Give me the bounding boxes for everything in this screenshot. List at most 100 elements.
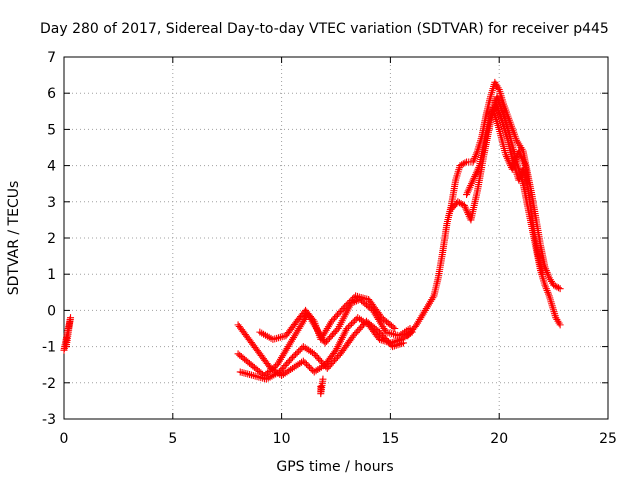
data-point [348, 295, 356, 303]
data-point [343, 325, 351, 332]
data-point [349, 332, 357, 340]
data-point [329, 358, 337, 366]
data-point [321, 339, 329, 347]
data-point [377, 330, 385, 338]
data-point [325, 363, 333, 371]
data-point [355, 325, 363, 333]
data-point [378, 331, 386, 339]
data-point [331, 356, 339, 364]
x-tick-label: 25 [599, 431, 617, 447]
y-tick-label: -2 [42, 376, 56, 392]
data-point [281, 362, 289, 370]
data-point [329, 316, 337, 324]
data-point [341, 303, 349, 311]
data-point [290, 352, 298, 360]
data-point [319, 359, 327, 367]
data-point [278, 365, 286, 373]
data-point [316, 356, 324, 364]
data-point [349, 318, 357, 326]
x-tick-label: 5 [168, 431, 177, 447]
data-point [301, 359, 309, 367]
data-point [332, 312, 340, 320]
data-point [354, 327, 362, 335]
data-point [358, 322, 366, 330]
data-point [347, 297, 355, 305]
data-point [325, 334, 333, 342]
data-point [539, 270, 547, 278]
data-point [323, 364, 331, 372]
y-tick-label: 0 [47, 303, 56, 319]
data-point [351, 317, 359, 325]
data-point [293, 349, 301, 357]
data-point [332, 355, 340, 363]
data-series [60, 78, 564, 398]
data-point [302, 360, 310, 368]
data-point [313, 353, 321, 361]
data-point [315, 355, 323, 363]
data-point [391, 325, 399, 332]
data-point [333, 311, 341, 319]
data-point [304, 362, 312, 370]
data-point [386, 339, 394, 347]
data-point [346, 321, 354, 329]
y-axis-label: SDTVAR / TECUs [6, 181, 22, 296]
data-point [280, 363, 288, 371]
data-point [384, 338, 392, 346]
y-tick-label: 4 [47, 159, 56, 175]
data-point [333, 326, 341, 334]
data-point [331, 328, 339, 336]
chart-title: Day 280 of 2017, Sidereal Day-to-day VTE… [40, 21, 609, 37]
data-point [286, 357, 294, 365]
data-point [344, 323, 352, 331]
data-point [296, 346, 304, 354]
data-point [381, 335, 389, 343]
data-point [275, 368, 283, 376]
data-point [376, 328, 384, 336]
y-tick-label: 5 [47, 122, 56, 138]
data-point [62, 343, 70, 351]
data-point [319, 375, 327, 383]
x-tick-label: 15 [381, 431, 399, 447]
data-point [331, 314, 339, 322]
data-point [556, 285, 564, 293]
data-point [338, 306, 346, 314]
x-tick-label: 0 [60, 431, 69, 447]
data-point [324, 336, 332, 344]
data-point [299, 357, 307, 365]
data-point [556, 321, 564, 329]
data-point [328, 317, 336, 325]
data-point [277, 366, 285, 374]
data-point [374, 327, 382, 335]
x-axis-label: GPS time / hours [276, 459, 393, 475]
data-point [383, 336, 391, 344]
axis-ticks: 0 5 10 15 20 25 -3 -2 -1 0 1 2 3 4 5 6 7 [42, 50, 617, 447]
data-point [380, 333, 388, 341]
y-tick-label: 2 [47, 231, 56, 247]
data-point [360, 320, 368, 328]
data-point [287, 355, 295, 363]
data-point [307, 365, 315, 373]
x-tick-label: 10 [273, 431, 291, 447]
data-point [339, 304, 347, 312]
data-point [336, 308, 344, 316]
data-point [295, 347, 303, 355]
data-point [288, 353, 296, 361]
data-point [461, 159, 469, 167]
y-tick-label: -1 [42, 340, 56, 356]
data-point [333, 353, 341, 361]
data-point [312, 351, 320, 359]
data-point [310, 350, 318, 358]
data-point [292, 350, 300, 358]
data-point [327, 333, 335, 341]
data-point [345, 298, 353, 306]
y-tick-label: 7 [47, 50, 56, 66]
data-point [328, 331, 336, 339]
data-point [352, 329, 360, 337]
y-tick-label: 1 [47, 267, 56, 283]
data-point [328, 359, 336, 367]
x-tick-label: 20 [490, 431, 508, 447]
data-point [348, 320, 356, 328]
data-point [326, 361, 334, 369]
